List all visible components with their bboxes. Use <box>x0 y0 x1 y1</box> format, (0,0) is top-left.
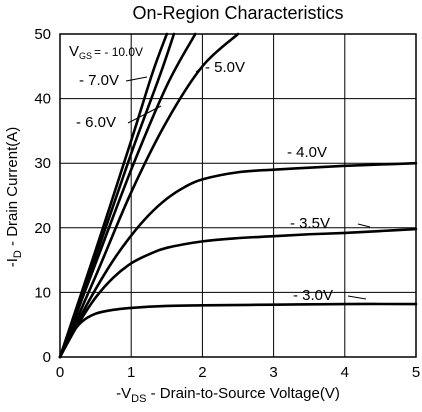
x-tick-label: 5 <box>412 364 420 381</box>
curve-label-0: VGS = - 10.0V <box>69 43 143 61</box>
x-tick-label: 4 <box>341 364 349 381</box>
y-tick-label: 10 <box>34 284 51 301</box>
plot-frame <box>59 33 417 358</box>
curve-label-3: - 5.0V <box>205 59 245 76</box>
curve-label-1: - 7.0V <box>79 72 119 89</box>
x-tick-label: 3 <box>269 364 277 381</box>
x-axis-label: -VDS - Drain-to-Source Voltage(V) <box>116 385 340 405</box>
grid <box>60 34 416 357</box>
label-leader-line <box>347 295 367 300</box>
series-curve-5 <box>58 227 418 359</box>
y-tick-label: 50 <box>34 26 51 43</box>
series-curve-2 <box>58 32 197 359</box>
label-leader-line <box>127 105 162 124</box>
curve-labels: VGS = - 10.0V - 7.0V - 6.0V - 5.0V - 4.0V - 3.… <box>69 43 371 304</box>
x-tick-label: 0 <box>56 364 64 381</box>
y-tick-label: 30 <box>34 155 51 172</box>
curve-label-5: - 3.5V <box>290 215 330 232</box>
curve-label-4: - 4.0V <box>287 144 327 161</box>
label-leader-line <box>125 76 148 82</box>
y-tick-label: 20 <box>34 220 51 237</box>
x-tick-label: 2 <box>198 364 206 381</box>
series-curve-4 <box>58 161 418 359</box>
y-tick-label: 0 <box>43 349 51 366</box>
y-tick-label: 40 <box>34 91 51 108</box>
y-axis-label: -ID - Drain Current(A) <box>4 127 24 267</box>
label-leader-line <box>357 223 371 228</box>
curves <box>58 32 418 359</box>
chart-title: On-Region Characteristics <box>132 3 343 23</box>
label-leader-line <box>195 65 204 73</box>
curve-label-6: - 3.0V <box>293 287 333 304</box>
x-tick-label: 1 <box>127 364 135 381</box>
curve-label-2: - 6.0V <box>76 114 116 131</box>
series-curve-6 <box>58 302 418 359</box>
